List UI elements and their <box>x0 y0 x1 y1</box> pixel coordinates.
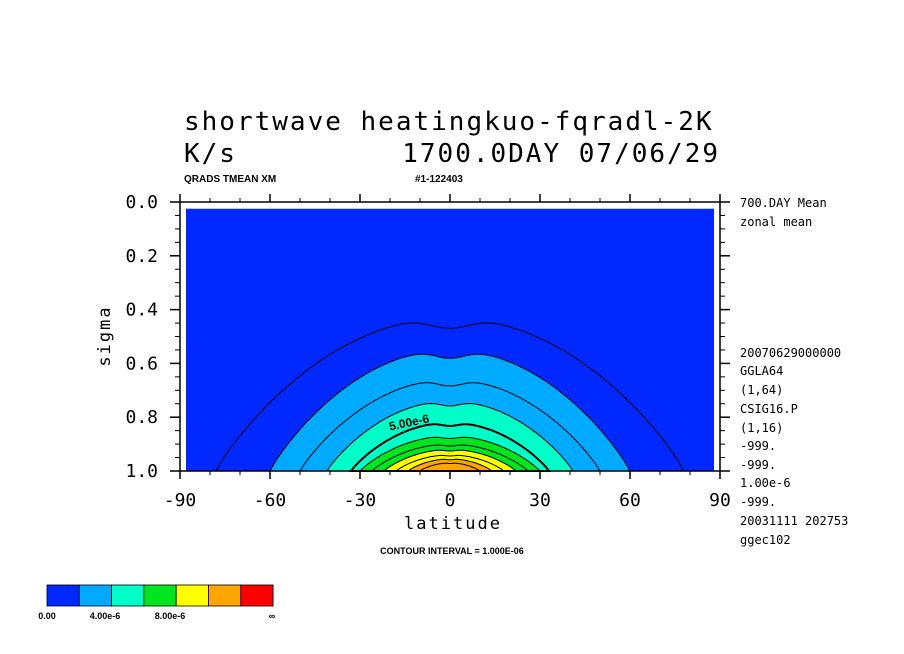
side-info-line: 20031111 202753 <box>740 514 848 528</box>
side-info-line: GGLA64 <box>740 364 783 378</box>
plot-area <box>186 208 714 471</box>
colorbar-swatch <box>143 584 177 607</box>
contour-line-3 <box>326 402 574 472</box>
chart-subtitle-left: K/s <box>184 139 237 169</box>
chart-header-left: QRADS TMEAN XM <box>184 174 276 185</box>
y-tick-label: 0.4 <box>125 300 158 321</box>
x-axis-label: latitude <box>404 514 502 534</box>
side-info-line: 1.00e-6 <box>740 476 791 490</box>
colorbar: 0.00 4.00e-6 8.00e-6 ∞ <box>38 584 276 621</box>
colorbar-swatch <box>240 584 274 607</box>
contour-line-1 <box>269 353 631 472</box>
chart-title: shortwave heatingkuo-fqradl-2K <box>184 107 714 137</box>
side-info-line: (1,16) <box>740 421 783 435</box>
side-info-line: 700.DAY Mean <box>740 196 827 210</box>
contour-line-7 <box>382 449 518 472</box>
colorbar-label: 4.00e-6 <box>90 611 121 621</box>
chart-subtitle-right: 1700.0DAY 07/06/29 <box>402 139 720 169</box>
y-tick-label: 1.0 <box>125 461 158 482</box>
contour-line-4 <box>348 423 552 472</box>
side-info-line: 20070629000000 <box>740 346 841 360</box>
contour-line-9 <box>406 458 494 472</box>
contour-line-10 <box>418 462 482 472</box>
y-tick-label: 0.2 <box>125 246 158 267</box>
x-tick-label: 60 <box>619 490 641 511</box>
x-tick-label: 90 <box>709 490 731 511</box>
x-tick-label: -60 <box>254 490 287 511</box>
contour-line-8 <box>394 454 506 472</box>
colorbar-label: ∞ <box>269 611 276 621</box>
y-axis-label: sigma <box>95 305 115 366</box>
colorbar-swatch <box>78 584 113 607</box>
contour-lines: 5.00e-6 <box>215 322 685 472</box>
contour-interval-text: CONTOUR INTERVAL = 1.000E-06 <box>380 546 524 556</box>
contour-line-0 <box>215 322 685 472</box>
y-tick-label: 0.6 <box>125 353 158 374</box>
x-tick-label: -30 <box>344 490 377 511</box>
y-tick-label: 0.8 <box>125 407 158 428</box>
x-tick-label: 30 <box>529 490 551 511</box>
x-tick-label: 0 <box>445 490 456 511</box>
y-axis: 0.0 0.2 0.4 0.6 0.8 1.0 <box>125 192 730 482</box>
side-info-line: zonal mean <box>740 215 812 229</box>
contour-line-2 <box>299 382 601 472</box>
x-axis: -90 -60 -30 0 30 60 90 <box>164 194 731 511</box>
contour-line-6 <box>370 444 530 472</box>
contour-line-5 <box>358 436 542 472</box>
colorbar-label: 8.00e-6 <box>155 611 186 621</box>
colorbar-swatch <box>111 584 145 607</box>
side-info-panel: 700.DAY Mean zonal mean 20070629000000 GGLA… <box>740 196 848 547</box>
colorbar-swatch <box>175 584 209 607</box>
side-info-line: -999. <box>740 495 776 509</box>
colorbar-swatch <box>46 584 80 607</box>
side-info-line: -999. <box>740 458 776 472</box>
colorbar-swatch <box>208 584 242 607</box>
x-tick-label: -90 <box>164 490 197 511</box>
colorbar-label: 0.00 <box>38 611 56 621</box>
side-info-line: (1,64) <box>740 383 783 397</box>
side-info-line: ggec102 <box>740 533 791 547</box>
side-info-line: -999. <box>740 439 776 453</box>
y-tick-label: 0.0 <box>125 192 158 213</box>
side-info-line: CSIG16.P <box>740 402 798 416</box>
chart-header-right: #1-122403 <box>415 174 463 185</box>
